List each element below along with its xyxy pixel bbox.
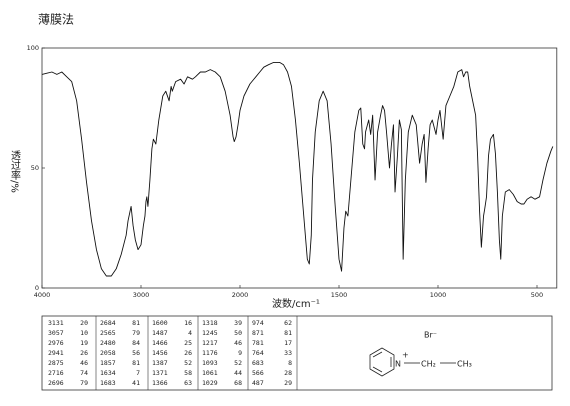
group: CH₂ — [421, 360, 436, 369]
table-dividers — [95, 316, 298, 390]
peak-wavenumber: 3131 — [48, 319, 64, 327]
peak-transmittance: 19 — [80, 339, 88, 347]
peak-transmittance: 52 — [234, 359, 242, 367]
peak-wavenumber: 764 — [252, 349, 264, 357]
peak-transmittance: 68 — [234, 379, 242, 387]
peak-wavenumber: 2976 — [48, 339, 64, 347]
peak-transmittance: 46 — [234, 339, 242, 347]
peak-wavenumber: 1456 — [152, 349, 168, 357]
x-tick-label: 2000 — [232, 291, 249, 299]
peak-wavenumber: 1318 — [202, 319, 218, 327]
y-tick-label: 100 — [27, 44, 39, 52]
peak-transmittance: 62 — [284, 319, 292, 327]
peak-wavenumber: 3057 — [48, 329, 64, 337]
peak-transmittance: 28 — [284, 369, 292, 377]
peak-wavenumber: 566 — [252, 369, 264, 377]
peak-wavenumber: 2058 — [100, 349, 116, 357]
peak-wavenumber: 1093 — [202, 359, 218, 367]
y-axis-label: 透过率/% — [9, 150, 21, 193]
x-tick-label: 3000 — [133, 291, 150, 299]
peak-transmittance: 25 — [184, 339, 192, 347]
peak-wavenumber: 1387 — [152, 359, 168, 367]
x-tick-label: 500 — [531, 291, 543, 299]
anion: Br⁻ — [424, 331, 437, 340]
peak-transmittance: 41 — [132, 379, 140, 387]
peak-transmittance: 81 — [284, 329, 292, 337]
pyridinium-ring — [369, 347, 456, 377]
peak-transmittance: 29 — [284, 379, 292, 387]
peak-transmittance: 44 — [234, 369, 242, 377]
peak-wavenumber: 2684 — [100, 319, 116, 327]
peak-wavenumber: 2696 — [48, 379, 64, 387]
group: CH₃ — [457, 360, 472, 369]
peak-transmittance: 20 — [80, 319, 88, 327]
peak-transmittance: 8 — [288, 359, 292, 367]
nitrogen: N — [395, 360, 401, 369]
peak-transmittance: 79 — [132, 329, 140, 337]
peak-transmittance: 63 — [184, 379, 192, 387]
peak-transmittance: 81 — [132, 319, 140, 327]
x-tick-label: 4000 — [34, 291, 51, 299]
spectrum-line — [41, 61, 554, 277]
peak-wavenumber: 1029 — [202, 379, 218, 387]
peak-transmittance: 84 — [132, 339, 140, 347]
peak-wavenumber: 1176 — [202, 349, 218, 357]
peak-transmittance: 39 — [234, 319, 242, 327]
peak-wavenumber: 1245 — [202, 329, 218, 337]
peak-transmittance: 17 — [284, 339, 292, 347]
peak-wavenumber: 974 — [252, 319, 264, 327]
peak-wavenumber: 2941 — [48, 349, 64, 357]
x-tick-label: 1500 — [331, 291, 348, 299]
peak-wavenumber: 2875 — [48, 359, 64, 367]
peak-transmittance: 26 — [184, 349, 192, 357]
peak-transmittance: 56 — [132, 349, 140, 357]
peak-transmittance: 58 — [184, 369, 192, 377]
peak-transmittance: 52 — [184, 359, 192, 367]
peak-transmittance: 9 — [238, 349, 242, 357]
peak-transmittance: 16 — [184, 319, 192, 327]
peak-wavenumber: 1634 — [100, 369, 116, 377]
peak-wavenumber: 1371 — [152, 369, 168, 377]
peak-transmittance: 4 — [188, 329, 192, 337]
peak-transmittance: 7 — [136, 369, 140, 377]
peak-transmittance: 46 — [80, 359, 88, 367]
peak-wavenumber: 1217 — [202, 339, 218, 347]
peak-transmittance: 33 — [284, 349, 292, 357]
y-tick-label: 0 — [35, 284, 39, 292]
x-axis-label: 波数/cm⁻¹ — [272, 297, 320, 310]
x-tick-label: 1000 — [430, 291, 447, 299]
peak-wavenumber: 1366 — [152, 379, 168, 387]
peak-transmittance: 74 — [80, 369, 88, 377]
peak-wavenumber: 1683 — [100, 379, 116, 387]
peak-transmittance: 81 — [132, 359, 140, 367]
chart-title: 薄膜法 — [38, 12, 74, 27]
peak-wavenumber: 1466 — [152, 339, 168, 347]
peak-transmittance: 50 — [234, 329, 242, 337]
peak-wavenumber: 781 — [252, 339, 264, 347]
peak-wavenumber: 1600 — [152, 319, 168, 327]
peak-transmittance: 10 — [80, 329, 88, 337]
peak-wavenumber: 2716 — [48, 369, 64, 377]
y-tick-label: 50 — [31, 164, 39, 172]
peak-wavenumber: 487 — [252, 379, 264, 387]
peak-wavenumber: 683 — [252, 359, 264, 367]
peak-wavenumber: 1487 — [152, 329, 168, 337]
peak-wavenumber: 2565 — [100, 329, 116, 337]
charge: + — [402, 351, 409, 360]
peak-wavenumber: 2480 — [100, 339, 116, 347]
peak-transmittance: 26 — [80, 349, 88, 357]
peak-transmittance: 79 — [80, 379, 88, 387]
peak-wavenumber: 871 — [252, 329, 264, 337]
peak-wavenumber: 1857 — [100, 359, 116, 367]
peak-wavenumber: 1061 — [202, 369, 218, 377]
